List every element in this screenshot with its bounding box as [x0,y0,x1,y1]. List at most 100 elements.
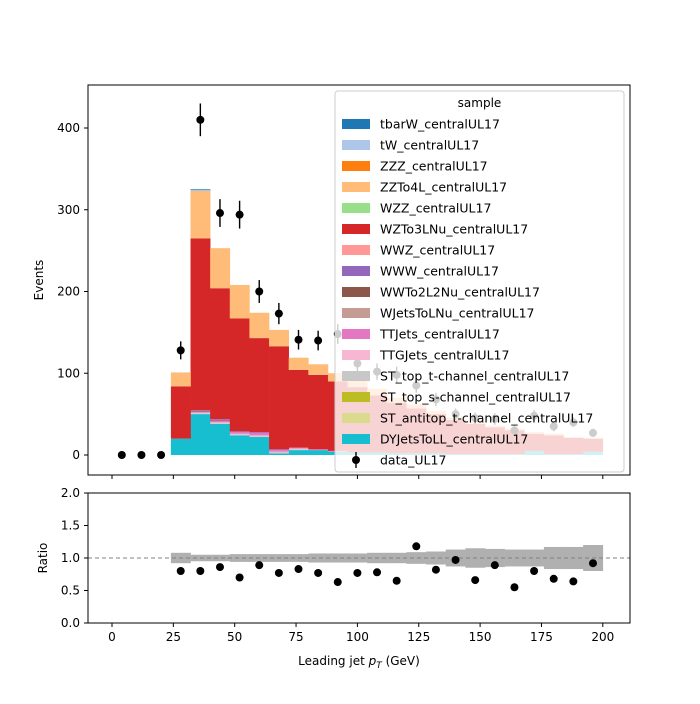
legend-swatch [342,308,370,318]
legend-swatch [342,350,370,360]
bar-dyjetstoll-centralul17 [308,450,329,455]
legend-data-marker [352,456,360,464]
y-tick-label: 200 [57,285,80,299]
bar-zzto4l-centralul17 [288,357,309,370]
ratio-point [549,574,558,583]
data-point [294,335,303,344]
ratio-band-segment [504,549,525,567]
ratio-band-segment [229,554,250,562]
legend-label: ZZTo4L_centralUL17 [380,180,507,195]
bar-ttgjets-centralul17 [229,433,250,435]
ratio-point [412,542,421,551]
ratio-point [431,565,440,574]
bar-tw-centralul17 [190,190,211,191]
legend-label: DYJetsToLL_centralUL17 [380,432,528,447]
ratio-x-tick-label: 125 [407,630,430,644]
ratio-band-segment [308,553,329,563]
ratio-y-tick-label: 2.0 [61,486,80,500]
ratio-point [314,568,323,577]
bar-ttgjets-centralul17 [190,412,211,414]
bar-st-top-t-channel-centralul17 [249,436,270,438]
bar-ttjets-centralul17 [308,449,329,451]
legend-label: tbarW_centralUL17 [380,117,500,132]
bar-wzto3lnu-centralul17 [288,369,309,448]
ratio-x-tick-label: 175 [530,630,553,644]
legend-swatch [342,371,370,381]
ratio-point [176,567,185,575]
legend-swatch [342,434,370,444]
ratio-x-tick-label: 0 [108,630,116,644]
y-tick-label: 100 [57,366,80,380]
ratio-point [451,555,460,564]
bar-zzto4l-centralul17 [308,364,329,375]
bar-dyjetstoll-centralul17 [190,414,211,455]
bar-zzto4l-centralul17 [249,312,270,339]
bar-ttgjets-centralul17 [210,422,231,424]
bar-www-centralul17 [210,419,231,420]
ratio-panel: 0.0 0.5 1.0 1.5 2.0 0 25 50 75 100 125 150 175 200 Rat… [36,486,631,644]
data-point [176,346,185,355]
data-point [274,309,283,318]
bar-wwto2l2nu-centralul17 [210,419,231,421]
legend-label: WWZ_centralUL17 [380,243,495,258]
ratio-point [274,568,283,577]
bar-st-top-t-channel-centralul17 [190,413,211,415]
legend-swatch [342,224,370,234]
ratio-point [490,561,499,570]
bar-st-top-t-channel-centralul17 [229,434,250,436]
ratio-y-axis-label: Ratio [36,543,50,574]
bar-st-top-t-channel-centralul17 [269,452,289,454]
data-point [215,209,224,218]
bar-www-centralul17 [269,449,289,451]
bar-st-top-t-channel-centralul17 [288,449,309,451]
legend-swatch [342,413,370,423]
bar-ttjets-centralul17 [288,447,309,449]
ratio-band-segment [426,551,447,565]
y-tick-label: 400 [57,121,80,135]
bar-www-centralul17 [249,432,270,433]
legend-swatch [342,161,370,171]
legend-swatch [342,119,370,129]
ratio-point [196,567,205,575]
bar-dyjetstoll-centralul17 [288,450,309,455]
ratio-x-tick-label: 100 [346,630,369,644]
bar-dyjetstoll-centralul17 [170,438,191,455]
ratio-y-tick-label: 1.0 [61,551,80,565]
legend-swatch [342,182,370,192]
bar-ttjets-centralul17 [210,420,231,423]
legend-label: WWTo2L2Nu_centralUL17 [380,285,540,300]
legend-swatch [342,287,370,297]
ratio-point [471,576,480,585]
legend-swatch [342,392,370,402]
data-point [117,451,126,459]
bar-dyjetstoll-centralul17 [269,453,289,455]
bar-zzto4l-centralul17 [269,329,289,347]
bar-st-top-t-channel-centralul17 [210,423,231,424]
bar-wwto2l2nu-centralul17 [190,410,211,412]
ratio-band-segment [406,552,427,564]
legend-label: WWW_centralUL17 [380,264,499,279]
legend-label: WZTo3LNu_centralUL17 [380,222,528,237]
y-tick-label: 0 [72,448,80,462]
ratio-point [373,568,382,577]
y-tick-label: 300 [57,203,80,217]
legend-label: TTJets_centralUL17 [379,327,500,342]
legend-label: ST_top_t-channel_centralUL17 [380,369,569,384]
bar-ttjets-centralul17 [269,450,289,452]
bar-ttgjets-centralul17 [269,451,289,453]
legend-label: ST_antitop_t-channel_centralUL17 [380,411,593,426]
ratio-point [392,576,401,585]
bar-wzto3lnu-centralul17 [190,238,211,411]
legend-label: data_UL17 [380,453,446,468]
legend-label: ST_top_s-channel_centralUL17 [380,390,571,405]
bar-wzto3lnu-centralul17 [308,374,329,450]
ratio-point [569,577,578,586]
data-point [235,210,244,219]
bar-dyjetstoll-centralul17 [249,437,270,455]
bar-dyjetstoll-centralul17 [210,423,231,455]
ratio-point [235,573,244,582]
ratio-points [176,542,597,592]
bar-wzto3lnu-centralul17 [210,288,231,420]
